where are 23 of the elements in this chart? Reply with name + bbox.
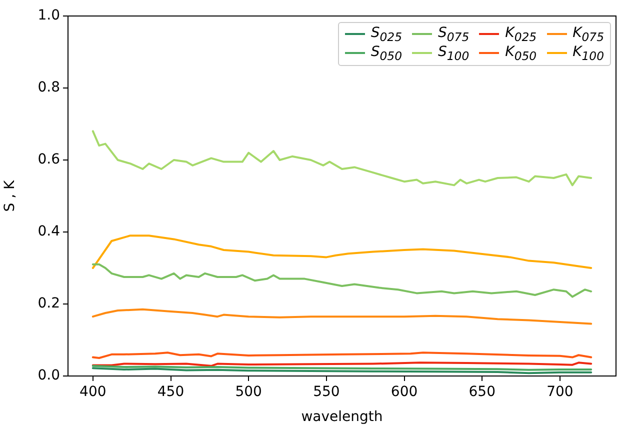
y-tick-label: 0.2 xyxy=(38,296,60,312)
legend-label: K$_{050}$ xyxy=(505,44,537,63)
y-tick-label: 1.0 xyxy=(38,8,60,24)
x-tick-label: 650 xyxy=(468,384,496,400)
legend-label: K$_{075}$ xyxy=(572,25,604,44)
x-tick-label: 600 xyxy=(390,384,418,400)
y-tick-label: 0.4 xyxy=(38,224,60,240)
y-tick-label: 0.8 xyxy=(38,80,60,96)
legend-label: S$_{100}$ xyxy=(438,44,470,63)
x-axis-title: wavelength xyxy=(301,409,383,426)
legend-label: S$_{025}$ xyxy=(370,25,402,44)
y-tick-label: 0.0 xyxy=(38,368,60,384)
legend-label: S$_{075}$ xyxy=(438,25,470,44)
x-tick-label: 700 xyxy=(546,384,574,400)
legend-label: K$_{025}$ xyxy=(505,25,537,44)
x-tick-label: 450 xyxy=(157,384,184,400)
x-tick-label: 400 xyxy=(80,384,106,400)
legend-label: K$_{100}$ xyxy=(572,44,604,63)
y-tick-label: 0.6 xyxy=(38,152,60,168)
y-axis-title: S , K xyxy=(2,179,18,212)
x-tick-label: 550 xyxy=(313,384,340,400)
legend-label: S$_{050}$ xyxy=(370,44,402,63)
x-tick-label: 500 xyxy=(235,384,262,400)
